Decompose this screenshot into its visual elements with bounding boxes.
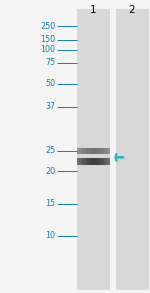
- Text: 20: 20: [45, 167, 56, 176]
- Bar: [77, 158, 79, 165]
- Text: 25: 25: [45, 146, 56, 155]
- Bar: [105, 158, 107, 165]
- Bar: [82, 148, 84, 154]
- Bar: [92, 148, 94, 154]
- Bar: [87, 158, 89, 165]
- Text: 10: 10: [45, 231, 56, 240]
- Bar: [95, 148, 97, 154]
- Bar: [100, 148, 102, 154]
- Bar: [85, 148, 87, 154]
- Bar: [82, 158, 84, 165]
- Bar: [102, 158, 104, 165]
- Text: 100: 100: [40, 45, 56, 54]
- Text: 1: 1: [90, 5, 96, 15]
- Bar: [89, 148, 90, 154]
- Text: 37: 37: [45, 103, 56, 111]
- Bar: [99, 148, 100, 154]
- Bar: [92, 158, 94, 165]
- Bar: [104, 148, 105, 154]
- Text: 2: 2: [129, 5, 135, 15]
- Bar: [107, 148, 109, 154]
- Bar: [76, 9, 110, 290]
- Text: 250: 250: [40, 22, 56, 31]
- Bar: [90, 148, 92, 154]
- Bar: [97, 148, 99, 154]
- Bar: [95, 158, 97, 165]
- Bar: [97, 158, 99, 165]
- Bar: [79, 158, 81, 165]
- Bar: [81, 158, 82, 165]
- Text: 15: 15: [45, 199, 56, 208]
- Bar: [90, 158, 92, 165]
- Bar: [94, 158, 95, 165]
- Bar: [100, 158, 102, 165]
- Text: 150: 150: [40, 35, 56, 44]
- Bar: [102, 148, 104, 154]
- Bar: [87, 148, 89, 154]
- Bar: [79, 148, 81, 154]
- Text: 75: 75: [45, 59, 56, 67]
- Text: 50: 50: [45, 79, 56, 88]
- Bar: [85, 158, 87, 165]
- Bar: [107, 158, 109, 165]
- Bar: [99, 158, 100, 165]
- Bar: [94, 148, 95, 154]
- Bar: [105, 148, 107, 154]
- Bar: [81, 148, 82, 154]
- Bar: [84, 148, 86, 154]
- Bar: [77, 148, 79, 154]
- Bar: [84, 158, 86, 165]
- Bar: [116, 9, 148, 290]
- Bar: [89, 158, 90, 165]
- Bar: [109, 158, 110, 165]
- Bar: [104, 158, 105, 165]
- Bar: [109, 148, 110, 154]
